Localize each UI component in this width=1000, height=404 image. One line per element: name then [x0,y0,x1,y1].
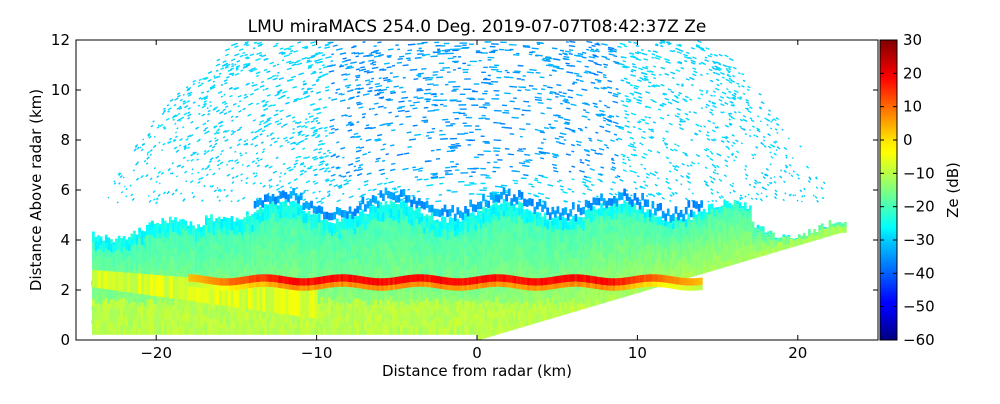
colorbar-tick-label: −40 [903,264,935,282]
x-tick-label: 10 [628,344,647,362]
y-axis-label: Distance Above radar (km) [27,89,45,291]
y-tick-label: 8 [60,131,70,149]
x-axis-label: Distance from radar (km) [382,362,572,380]
colorbar-tick-label: 0 [903,131,913,149]
y-tick-label: 4 [60,231,70,249]
colorbar-tick-label: −60 [903,331,935,349]
x-tick-label: 20 [788,344,807,362]
y-tick-label: 0 [60,331,70,349]
x-tick-label: −20 [140,344,172,362]
y-tick-label: 6 [60,181,70,199]
chart-title: LMU miraMACS 254.0 Deg. 2019-07-07T08:42… [248,17,707,37]
colorbar [880,40,897,340]
x-tick-label: −10 [301,344,333,362]
colorbar-tick-label: 20 [903,64,922,82]
y-tick-label: 10 [51,81,70,99]
colorbar-tick-label: −20 [903,198,935,216]
colorbar-tick-label: −30 [903,231,935,249]
x-tick-label: 0 [472,344,482,362]
colorbar-label: Ze (dB) [944,162,962,218]
colorbar-tick-label: −10 [903,164,935,182]
colorbar-tick-label: −50 [903,298,935,316]
colorbar-tick-label: 10 [903,98,922,116]
colorbar-tick-label: 30 [903,31,922,49]
y-tick-label: 2 [60,281,70,299]
y-tick-label: 12 [51,31,70,49]
